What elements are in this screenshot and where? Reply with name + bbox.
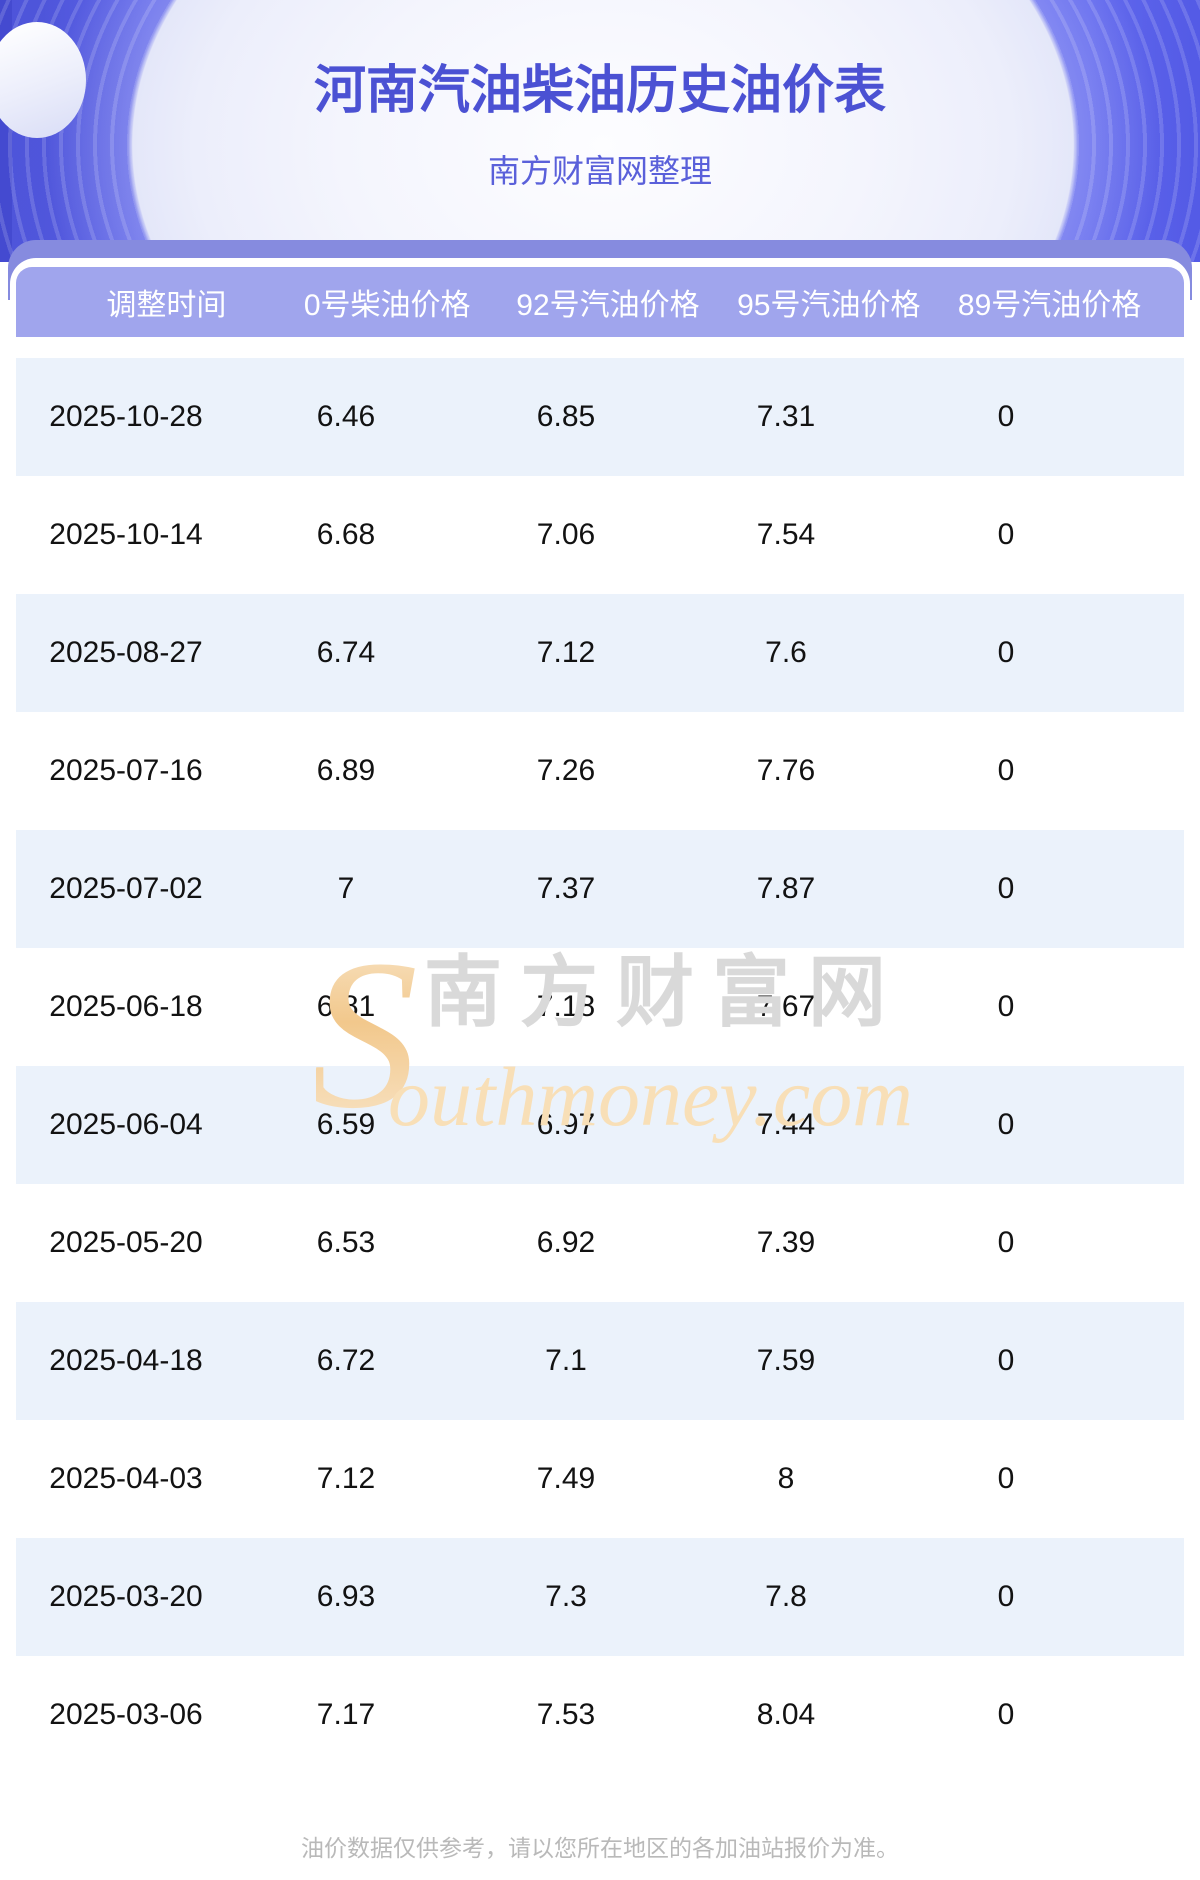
cell-gasoline-95: 7.54 — [756, 518, 816, 551]
table-row: 2025-07-16 6.89 7.26 7.76 0 — [16, 712, 1184, 830]
cell-diesel-0: 6.81 — [316, 990, 376, 1023]
cell-gasoline-92: 7.26 — [536, 754, 596, 787]
table-row: 2025-10-14 6.68 7.06 7.54 0 — [16, 476, 1184, 594]
cell-diesel-0: 6.46 — [316, 400, 376, 433]
cell-gasoline-95: 7.39 — [756, 1226, 816, 1259]
cell-diesel-0: 6.53 — [316, 1226, 376, 1259]
cell-gasoline-92: 6.85 — [536, 400, 596, 433]
cell-gasoline-89: 0 — [997, 518, 1015, 551]
cell-gasoline-92: 7.37 — [536, 872, 596, 905]
cell-diesel-0: 6.68 — [316, 518, 376, 551]
cell-date: 2025-10-28 — [49, 400, 203, 433]
cell-gasoline-89: 0 — [997, 990, 1015, 1023]
cell-gasoline-89: 0 — [997, 636, 1015, 669]
cell-gasoline-89: 0 — [997, 1108, 1015, 1141]
table-row: 2025-04-03 7.12 7.49 8 0 — [16, 1420, 1184, 1538]
table-header-row: 调整时间 0号柴油价格 92号汽油价格 95号汽油价格 89号汽油价格 — [16, 267, 1184, 337]
table-row: 2025-06-18 6.81 7.18 7.67 0 — [16, 948, 1184, 1066]
cell-gasoline-92: 7.3 — [545, 1580, 587, 1613]
cell-gasoline-92: 7.49 — [536, 1462, 596, 1495]
footer-note: 油价数据仅供参考，请以您所在地区的各加油站报价为准。 — [301, 1835, 899, 1861]
cell-diesel-0: 6.93 — [316, 1580, 376, 1613]
cell-gasoline-89: 0 — [997, 1226, 1015, 1259]
cell-gasoline-92: 7.1 — [545, 1344, 587, 1377]
table-row: 2025-06-04 6.59 6.97 7.44 0 — [16, 1066, 1184, 1184]
cell-gasoline-95: 7.59 — [756, 1344, 816, 1377]
cell-gasoline-89: 0 — [997, 1462, 1015, 1495]
cell-gasoline-95: 7.76 — [756, 754, 816, 787]
cell-diesel-0: 7 — [337, 872, 355, 905]
cell-gasoline-95: 7.6 — [765, 636, 807, 669]
cell-date: 2025-07-16 — [49, 754, 203, 787]
cell-date: 2025-04-18 — [49, 1344, 203, 1377]
cell-gasoline-95: 7.31 — [756, 400, 816, 433]
cell-gasoline-95: 8.04 — [756, 1698, 816, 1731]
column-header-gasoline-89: 89号汽油价格 — [957, 289, 1142, 322]
cell-gasoline-95: 7.8 — [765, 1580, 807, 1613]
cell-gasoline-92: 7.06 — [536, 518, 596, 551]
table-row: 2025-08-27 6.74 7.12 7.6 0 — [16, 594, 1184, 712]
cell-gasoline-89: 0 — [997, 754, 1015, 787]
cell-diesel-0: 7.12 — [316, 1462, 376, 1495]
cell-date: 2025-06-04 — [49, 1108, 203, 1141]
cell-diesel-0: 6.74 — [316, 636, 376, 669]
cell-date: 2025-03-20 — [49, 1580, 203, 1613]
cell-diesel-0: 6.59 — [316, 1108, 376, 1141]
table-body: 2025-10-28 6.46 6.85 7.31 0 2025-10-14 6… — [16, 358, 1184, 1774]
cell-gasoline-92: 7.53 — [536, 1698, 596, 1731]
cell-gasoline-92: 7.12 — [536, 636, 596, 669]
hero-banner: 河南汽油柴油历史油价表 南方财富网整理 — [0, 0, 1200, 262]
decor-ellipse-icon — [0, 22, 86, 138]
column-header-gasoline-95: 95号汽油价格 — [737, 289, 921, 322]
cell-date: 2025-05-20 — [49, 1226, 203, 1259]
table-row: 2025-04-18 6.72 7.1 7.59 0 — [16, 1302, 1184, 1420]
page-subtitle: 南方财富网整理 — [487, 153, 712, 189]
cell-gasoline-92: 6.97 — [536, 1108, 596, 1141]
column-header-gasoline-92: 92号汽油价格 — [516, 289, 700, 322]
cell-gasoline-92: 6.92 — [536, 1226, 596, 1259]
column-header-diesel-0: 0号柴油价格 — [303, 289, 471, 322]
cell-gasoline-95: 7.67 — [756, 990, 816, 1023]
cell-date: 2025-08-27 — [49, 636, 203, 669]
cell-date: 2025-10-14 — [49, 518, 203, 551]
page-title: 河南汽油柴油历史油价表 — [313, 62, 886, 120]
cell-diesel-0: 6.89 — [316, 754, 376, 787]
table-row: 2025-05-20 6.53 6.92 7.39 0 — [16, 1184, 1184, 1302]
price-table-card: 调整时间 0号柴油价格 92号汽油价格 95号汽油价格 89号汽油价格 2025… — [10, 258, 1190, 1880]
cell-date: 2025-04-03 — [49, 1462, 203, 1495]
cell-date: 2025-07-02 — [49, 872, 203, 905]
cell-gasoline-95: 7.44 — [756, 1108, 816, 1141]
column-header-time: 调整时间 — [106, 289, 227, 322]
cell-date: 2025-06-18 — [49, 990, 203, 1023]
cell-gasoline-95: 7.87 — [756, 872, 816, 905]
cell-gasoline-89: 0 — [997, 1698, 1015, 1731]
table-row: 2025-07-02 7 7.37 7.87 0 — [16, 830, 1184, 948]
cell-gasoline-89: 0 — [997, 400, 1015, 433]
cell-gasoline-92: 7.18 — [536, 990, 596, 1023]
cell-gasoline-89: 0 — [997, 872, 1015, 905]
cell-diesel-0: 6.72 — [316, 1344, 376, 1377]
cell-gasoline-89: 0 — [997, 1580, 1015, 1613]
table-row: 2025-10-28 6.46 6.85 7.31 0 — [16, 358, 1184, 476]
cell-gasoline-89: 0 — [997, 1344, 1015, 1377]
cell-date: 2025-03-06 — [49, 1698, 203, 1731]
table-row: 2025-03-20 6.93 7.3 7.8 0 — [16, 1538, 1184, 1656]
cell-gasoline-95: 8 — [777, 1462, 795, 1495]
cell-diesel-0: 7.17 — [316, 1698, 376, 1731]
table-row: 2025-03-06 7.17 7.53 8.04 0 — [16, 1656, 1184, 1774]
